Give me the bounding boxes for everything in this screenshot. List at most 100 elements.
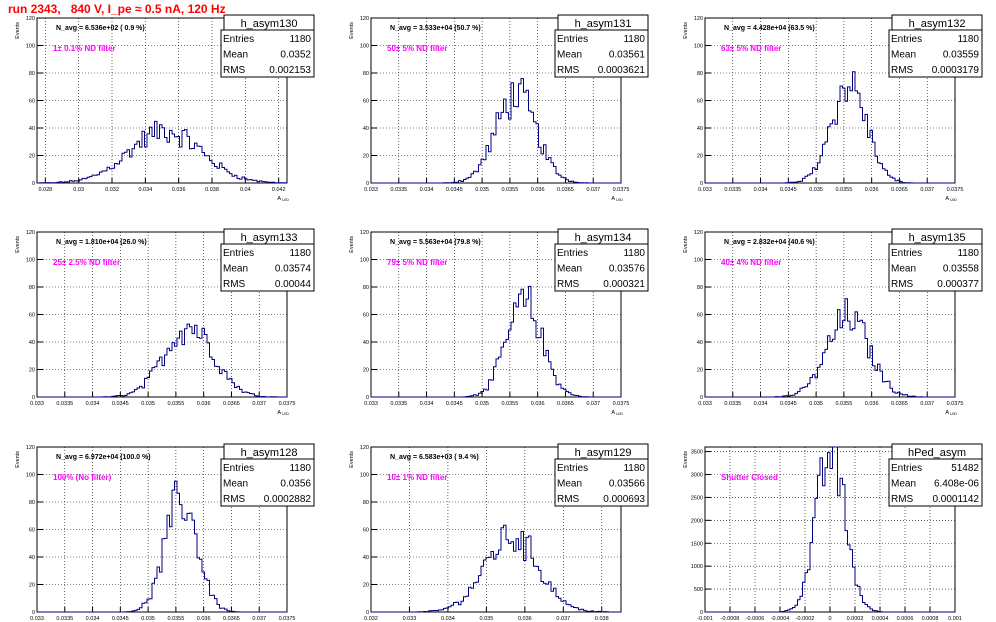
histogram-name: h_asym128 <box>241 447 298 459</box>
y-tick-label: 80 <box>363 285 369 291</box>
y-tick-label: 80 <box>363 71 369 77</box>
x-tick-label: 0.0355 <box>167 616 184 622</box>
y-tick-label: 40 <box>697 340 703 346</box>
histogram-line <box>371 285 621 398</box>
x-axis-title-sub: U/D <box>616 411 623 416</box>
stats-value: 0.000377 <box>937 279 979 290</box>
x-tick-label: 0.042 <box>272 187 286 193</box>
y-axis-title: Events <box>15 22 21 39</box>
stats-box <box>888 29 983 78</box>
y-tick-label: 40 <box>29 340 35 346</box>
y-axis-title: Events <box>15 236 21 253</box>
x-tick-label: 0.035 <box>809 187 823 193</box>
x-tick-label: 0.032 <box>364 616 378 622</box>
y-tick-label: 60 <box>363 528 369 534</box>
x-tick-label: -0.0006 <box>746 616 765 622</box>
x-tick-label: 0.0375 <box>613 401 630 407</box>
histogram-panel: 0 20 40 60 80 100 120 0.033 0.0335 0.034 0.0345 0.0… <box>683 14 983 202</box>
y-tick-label: 20 <box>697 368 703 374</box>
x-tick-label: 0.033 <box>698 401 712 407</box>
y-tick-label: 20 <box>29 154 35 160</box>
stats-box <box>888 243 983 292</box>
x-tick-label: 0.034 <box>754 187 768 193</box>
stats-label: Mean <box>223 50 248 61</box>
y-tick-label: 120 <box>26 230 35 236</box>
stats-label: Entries <box>223 34 254 45</box>
x-tick-label: 0.0345 <box>112 401 129 407</box>
stats-value: 1180 <box>623 463 645 474</box>
x-tick-label: 0.034 <box>441 616 455 622</box>
x-tick-label: -0.0008 <box>721 616 740 622</box>
y-tick-label: 60 <box>363 313 369 319</box>
stats-box <box>888 458 983 507</box>
y-tick-label: 80 <box>363 500 369 506</box>
y-tick-label: 1500 <box>691 541 703 547</box>
x-tick-label: 0.034 <box>420 401 434 407</box>
y-tick-label: 20 <box>363 583 369 589</box>
y-tick-label: 40 <box>363 555 369 561</box>
x-tick-label: 0.036 <box>865 401 879 407</box>
x-tick-label: 0.03 <box>73 187 84 193</box>
histogram-panel: 0 20 40 60 80 100 120 0.028 0.03 0.032 0.034 0.036 0… <box>15 14 315 202</box>
y-tick-label: 100 <box>26 258 35 264</box>
navg-annotation: N_avg = 1.810e+04 (26.0 %) <box>56 239 147 246</box>
histogram-line <box>37 323 287 398</box>
y-tick-label: 1000 <box>691 564 703 570</box>
x-tick-label: 0.0345 <box>112 616 129 622</box>
y-axis-title: Events <box>683 22 689 39</box>
y-tick-label: 120 <box>360 16 369 22</box>
y-axis-title: Events <box>15 451 21 468</box>
stats-label: Mean <box>557 264 582 275</box>
x-tick-label: 0.0375 <box>613 187 630 193</box>
y-axis-title: Events <box>349 22 355 39</box>
x-axis-title: A <box>945 410 949 416</box>
x-tick-label: 0 <box>828 616 831 622</box>
stats-label: Entries <box>891 34 922 45</box>
stats-value: 1180 <box>289 463 311 474</box>
y-tick-label: 100 <box>26 473 35 479</box>
stats-value: 0.03558 <box>943 264 980 275</box>
x-tick-label: 0.0345 <box>780 401 797 407</box>
x-tick-label: 0.033 <box>30 616 44 622</box>
stats-value: 6.408e-06 <box>934 479 979 490</box>
x-tick-label: 0.034 <box>754 401 768 407</box>
stats-label: RMS <box>223 279 246 290</box>
stats-value: 0.00044 <box>275 279 312 290</box>
x-tick-label: 0.037 <box>586 187 600 193</box>
navg-annotation: N_avg = 6.972e+04 (100.0 %) <box>56 454 151 461</box>
y-tick-label: 0 <box>700 181 703 187</box>
y-tick-label: 0 <box>366 181 369 187</box>
stats-label: Entries <box>557 34 588 45</box>
y-tick-label: 20 <box>29 583 35 589</box>
x-tick-label: 0.0365 <box>557 187 574 193</box>
stats-label: RMS <box>891 65 914 76</box>
y-tick-label: 60 <box>363 99 369 105</box>
y-tick-label: 60 <box>29 313 35 319</box>
y-tick-label: 120 <box>360 230 369 236</box>
x-tick-label: 0.036 <box>865 187 879 193</box>
x-axis-title-sub: U/D <box>282 411 289 416</box>
y-tick-label: 60 <box>29 528 35 534</box>
stats-label: RMS <box>223 65 246 76</box>
x-tick-label: 0.0335 <box>390 401 407 407</box>
stats-value: 0.03576 <box>609 264 646 275</box>
x-tick-label: 0.037 <box>252 401 266 407</box>
navg-annotation: N_avg = 3.533e+04 (50.7 %) <box>390 25 481 32</box>
y-tick-label: 0 <box>700 395 703 401</box>
y-tick-label: 40 <box>363 340 369 346</box>
stats-label: Mean <box>891 264 916 275</box>
x-tick-label: -0.0002 <box>796 616 815 622</box>
filter-annotation: 10± 1% ND filter <box>387 473 447 482</box>
y-axis-title: Events <box>683 451 689 468</box>
filter-annotation: Shutter Closed <box>721 473 778 482</box>
stats-value: 0.002153 <box>269 65 311 76</box>
histogram-panel: 0 20 40 60 80 100 120 0.033 0.0335 0.034 0.0345 0.0… <box>15 443 315 622</box>
stats-value: 1180 <box>957 34 979 45</box>
x-tick-label: 0.0335 <box>390 187 407 193</box>
stats-value: 0.0003179 <box>932 65 980 76</box>
histogram-line <box>705 298 955 398</box>
x-tick-label: 0.0375 <box>279 616 296 622</box>
stats-value: 0.03559 <box>943 50 980 61</box>
x-tick-label: 0.0365 <box>557 401 574 407</box>
